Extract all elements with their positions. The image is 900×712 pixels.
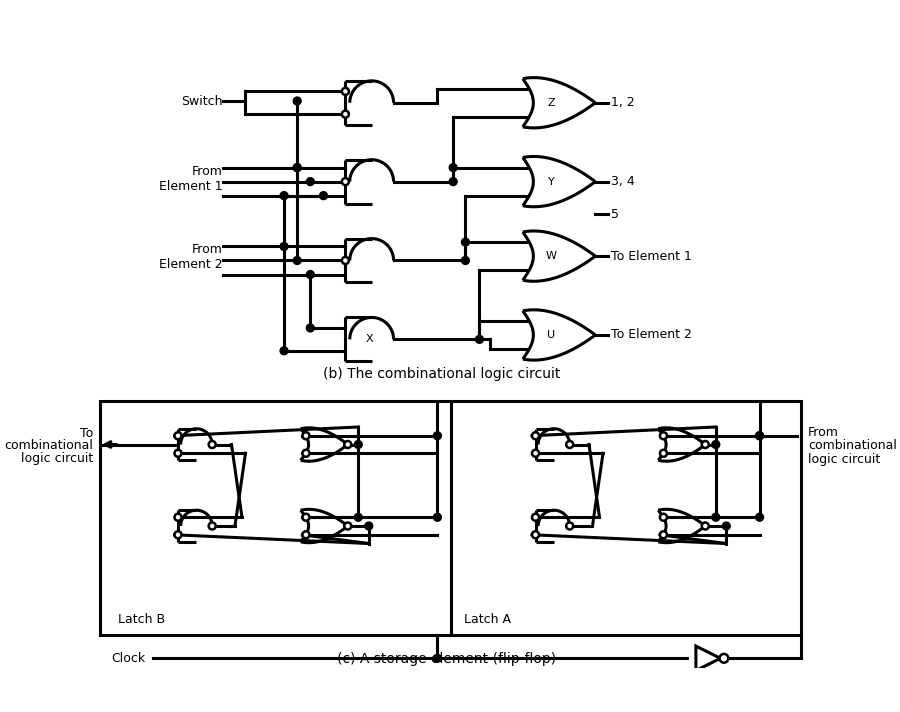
Text: combinational: combinational	[808, 439, 897, 452]
Circle shape	[660, 514, 667, 520]
Circle shape	[175, 432, 182, 439]
Circle shape	[293, 256, 302, 264]
Circle shape	[756, 431, 763, 440]
Circle shape	[175, 531, 182, 538]
Bar	[100, 401, 801, 634]
Circle shape	[532, 531, 539, 538]
Circle shape	[462, 238, 470, 246]
Circle shape	[306, 178, 314, 186]
Text: 1, 2: 1, 2	[611, 96, 634, 109]
Circle shape	[532, 450, 539, 457]
Circle shape	[660, 432, 667, 439]
Circle shape	[434, 431, 441, 440]
Circle shape	[293, 164, 302, 172]
Text: W: W	[545, 251, 557, 261]
Circle shape	[280, 243, 288, 251]
Circle shape	[532, 514, 539, 520]
Text: logic circuit: logic circuit	[808, 453, 880, 466]
Text: From: From	[192, 164, 222, 177]
Circle shape	[306, 271, 314, 278]
Circle shape	[702, 523, 709, 530]
Circle shape	[306, 324, 314, 332]
Text: From: From	[192, 244, 222, 256]
Circle shape	[175, 450, 182, 457]
Circle shape	[434, 654, 441, 662]
Circle shape	[566, 441, 573, 448]
Text: 5: 5	[611, 208, 619, 221]
Text: Element 1: Element 1	[159, 179, 222, 192]
Circle shape	[293, 164, 302, 172]
Text: Element 2: Element 2	[159, 258, 222, 271]
Text: X: X	[365, 335, 373, 345]
Text: combinational: combinational	[4, 439, 93, 452]
Text: Switch: Switch	[181, 95, 222, 108]
Circle shape	[342, 110, 349, 117]
Circle shape	[175, 514, 182, 520]
Circle shape	[723, 522, 730, 530]
Text: (c) A storage element (flip-flop): (c) A storage element (flip-flop)	[337, 652, 555, 666]
Circle shape	[719, 654, 728, 663]
Text: Clock: Clock	[112, 651, 146, 665]
Circle shape	[280, 192, 288, 199]
Circle shape	[449, 164, 457, 172]
Text: Latch A: Latch A	[464, 613, 510, 626]
Circle shape	[302, 450, 310, 457]
Circle shape	[475, 335, 483, 343]
Text: From: From	[808, 426, 839, 439]
Circle shape	[342, 88, 349, 95]
Text: U: U	[547, 330, 555, 340]
Circle shape	[756, 431, 763, 440]
Text: Z: Z	[547, 98, 555, 108]
Circle shape	[293, 97, 302, 105]
Circle shape	[344, 523, 351, 530]
Circle shape	[344, 441, 351, 448]
Circle shape	[302, 432, 310, 439]
Circle shape	[302, 531, 310, 538]
Circle shape	[434, 513, 441, 521]
Circle shape	[342, 257, 349, 264]
Circle shape	[449, 178, 457, 186]
Text: To Element 1: To Element 1	[611, 250, 692, 263]
Text: (b) The combinational logic circuit: (b) The combinational logic circuit	[323, 367, 561, 382]
Circle shape	[712, 441, 720, 449]
Circle shape	[702, 441, 709, 448]
Circle shape	[302, 514, 310, 520]
Circle shape	[209, 441, 216, 448]
Circle shape	[532, 432, 539, 439]
Circle shape	[355, 513, 362, 521]
Circle shape	[209, 523, 216, 530]
Text: To Element 2: To Element 2	[611, 328, 692, 342]
Circle shape	[756, 513, 763, 521]
Circle shape	[660, 531, 667, 538]
Circle shape	[355, 441, 362, 449]
Circle shape	[660, 450, 667, 457]
Text: Y: Y	[548, 177, 554, 187]
Circle shape	[566, 523, 573, 530]
Text: To: To	[80, 426, 93, 439]
Circle shape	[280, 347, 288, 355]
Circle shape	[712, 513, 720, 521]
Circle shape	[364, 522, 373, 530]
Text: Latch B: Latch B	[118, 613, 165, 626]
Text: logic circuit: logic circuit	[21, 452, 93, 465]
Circle shape	[462, 256, 470, 264]
Circle shape	[320, 192, 328, 199]
Circle shape	[342, 178, 349, 185]
Text: 3, 4: 3, 4	[611, 175, 634, 188]
